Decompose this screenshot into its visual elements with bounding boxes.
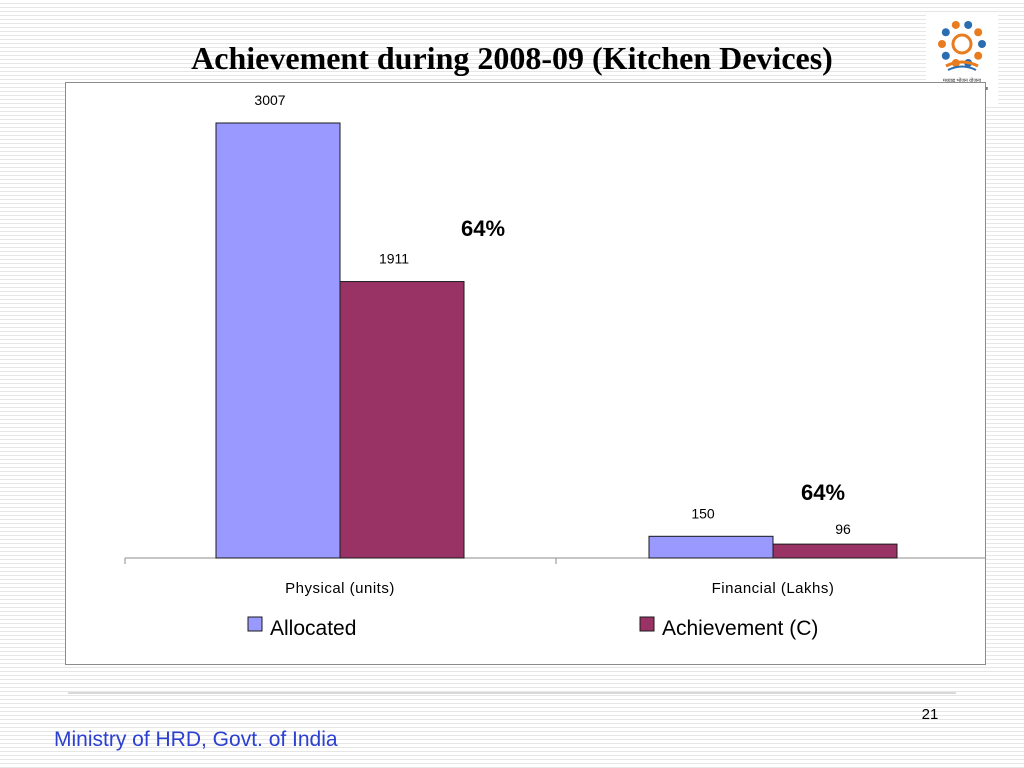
category-label: Financial (Lakhs) [712,580,835,597]
bar-allocated-0 [215,122,341,559]
logo-emblem-icon [938,20,986,71]
logo-figure-icon [941,28,950,37]
logo-figure-icon [941,51,950,60]
data-label: 96 [835,521,851,537]
bar-chart: 3007 150 1911 96 Physical (units) Financial (… [124,92,985,640]
logo-figure-icon [951,20,960,29]
legend-swatch [247,616,263,632]
logo-figure-icon [938,40,946,48]
legend-label: Achievement (C) [662,617,818,640]
logo-figure-icon [974,51,983,60]
data-label: 1911 [379,251,409,267]
slide-title: Achievement during 2008-09 (Kitchen Devi… [191,40,833,76]
data-label: 150 [691,505,715,521]
logo-figure-icon [974,28,983,37]
bar-allocated-1 [648,535,774,559]
footer-text: Ministry of HRD, Govt. of India [54,728,338,751]
category-label: Physical (units) [285,580,395,597]
bar-achievement-1 [772,543,898,559]
percent-annotation: 64% [801,480,845,505]
page-number: 21 [921,706,939,723]
logo-hindi-text: मध्याह्न भोजन योजना [942,78,982,84]
chart-frame: 3007 150 1911 96 Physical (units) Financial (… [65,82,986,665]
percent-annotation: 64% [461,216,505,241]
logo-figure-icon [978,40,986,48]
data-label: 3007 [254,92,285,108]
logo-figure-icon [964,20,973,29]
bar-achievement-0 [339,281,465,559]
legend-label: Allocated [270,617,356,640]
divider [68,692,956,694]
legend-swatch [639,616,655,632]
